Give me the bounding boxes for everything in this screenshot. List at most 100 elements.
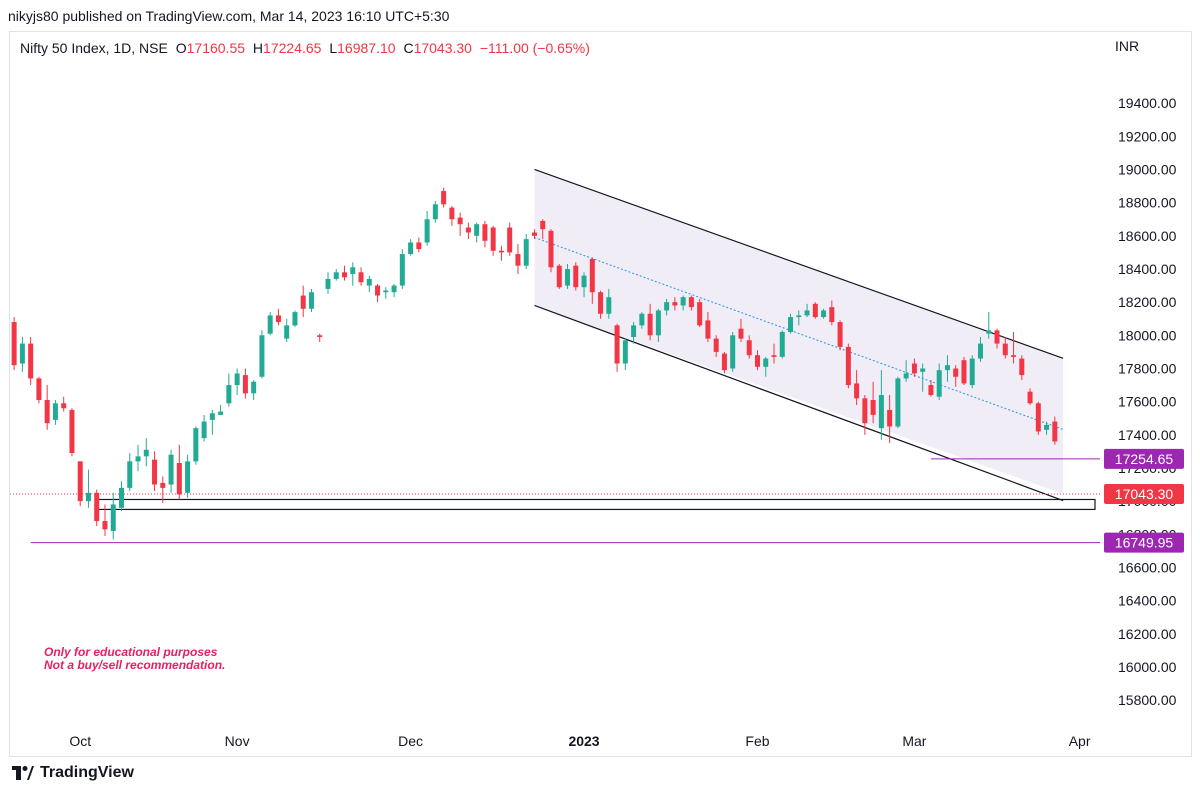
candle-body: [796, 315, 802, 318]
x-tick-label: 2023: [568, 733, 599, 749]
candle-body: [713, 338, 719, 352]
candle-body: [887, 409, 893, 427]
candle-body: [28, 343, 34, 379]
high-value: 17224.65: [263, 40, 322, 56]
candle-body: [920, 368, 926, 372]
candle-body: [953, 368, 959, 377]
candle-body: [556, 265, 562, 288]
candle-body: [185, 461, 191, 493]
y-tick-label: 18800.00: [1118, 195, 1177, 211]
y-tick-label: 18600.00: [1118, 228, 1177, 244]
candle-body: [11, 322, 17, 366]
price-label-2: 16749.95: [1115, 535, 1174, 551]
candle-body: [77, 461, 83, 502]
candle-body: [746, 340, 752, 356]
candle-body: [622, 340, 628, 364]
publish-header: nikyjs80 published on TradingView.com, M…: [8, 8, 450, 24]
candle-body: [284, 325, 290, 339]
candle-body: [944, 365, 950, 371]
candle-body: [1019, 358, 1025, 376]
symbol-name[interactable]: Nifty 50 Index, 1D, NSE: [20, 40, 168, 56]
disclaimer-line-2: Not a buy/sell recommendation.: [44, 658, 226, 672]
candle-body: [408, 242, 414, 255]
candle-body: [829, 307, 835, 323]
candle-body: [465, 227, 471, 233]
candle-body: [911, 363, 917, 374]
candle-body: [160, 482, 166, 488]
candle-body: [44, 399, 50, 424]
candle-body: [416, 242, 422, 250]
candle-body: [639, 313, 645, 326]
candle-body: [573, 265, 579, 288]
y-tick-label: 17400.00: [1118, 427, 1177, 443]
candle-body: [680, 297, 686, 306]
candles-group: [11, 187, 1058, 540]
price-label-bg-2: [1104, 532, 1184, 553]
y-tick-label: 18200.00: [1118, 294, 1177, 310]
candle-body: [631, 325, 637, 337]
candle-body: [267, 315, 273, 334]
candle-body: [837, 322, 843, 347]
y-tick-label: 16000.00: [1118, 659, 1177, 675]
candle-body: [854, 383, 860, 399]
candle-body: [589, 259, 595, 293]
candle-body: [870, 399, 876, 415]
channel-lower-line: [534, 304, 1064, 502]
candle-body: [548, 230, 554, 268]
candle-body: [565, 268, 571, 286]
candle-body: [358, 272, 364, 283]
candle-body: [325, 278, 331, 289]
y-tick-label: 16600.00: [1118, 559, 1177, 575]
price-label-bg-0: [1104, 448, 1184, 469]
y-tick-label: 18000.00: [1118, 327, 1177, 343]
candle-body: [242, 375, 248, 394]
candle-body: [209, 413, 215, 420]
price-label-1: 17043.30: [1115, 486, 1174, 502]
close-label: C: [403, 40, 414, 56]
price-label-bg-1: [1104, 483, 1184, 504]
candle-body: [275, 315, 281, 323]
candle-body: [127, 461, 133, 488]
support-zone-box: [97, 498, 1096, 511]
currency-label[interactable]: INR: [1115, 38, 1140, 54]
footer-brand[interactable]: TradingView: [12, 764, 134, 782]
candle-body: [424, 219, 430, 243]
y-tick-label: 15800.00: [1118, 692, 1177, 708]
high-label: H: [252, 40, 264, 56]
y-tick-label: 17800.00: [1118, 360, 1177, 376]
candle-body: [862, 398, 868, 424]
candle-body: [457, 217, 463, 225]
candle-body: [449, 207, 455, 220]
candle-body: [969, 358, 975, 386]
candle-body: [540, 220, 546, 230]
candle-body: [259, 335, 265, 377]
candle-body: [771, 355, 777, 357]
y-tick-label: 18400.00: [1118, 261, 1177, 277]
candle-body: [763, 358, 769, 367]
x-tick-label: Feb: [745, 733, 769, 749]
candle-body: [498, 250, 504, 253]
candle-body: [804, 310, 810, 316]
candle-body: [664, 302, 670, 311]
candle-body: [399, 254, 405, 286]
candle-body: [903, 373, 909, 379]
candle-body: [895, 378, 901, 427]
x-tick-label: Mar: [902, 733, 926, 749]
candle-body: [1011, 355, 1017, 357]
candle-body: [672, 302, 678, 306]
candle-body: [119, 487, 125, 508]
y-tick-label: 16200.00: [1118, 626, 1177, 642]
low-value: 16987.10: [337, 40, 396, 56]
candle-body: [821, 310, 827, 318]
open-value: 17160.55: [186, 40, 246, 56]
candle-body: [292, 312, 298, 326]
candle-body: [928, 385, 934, 396]
candle-body: [523, 239, 529, 266]
candle-body: [350, 267, 356, 274]
candle-body: [375, 285, 381, 296]
candle-body: [94, 492, 100, 522]
candle-body: [308, 292, 314, 309]
candle-body: [490, 227, 496, 251]
disclaimer-line-1: Only for educational purposes: [44, 645, 218, 659]
